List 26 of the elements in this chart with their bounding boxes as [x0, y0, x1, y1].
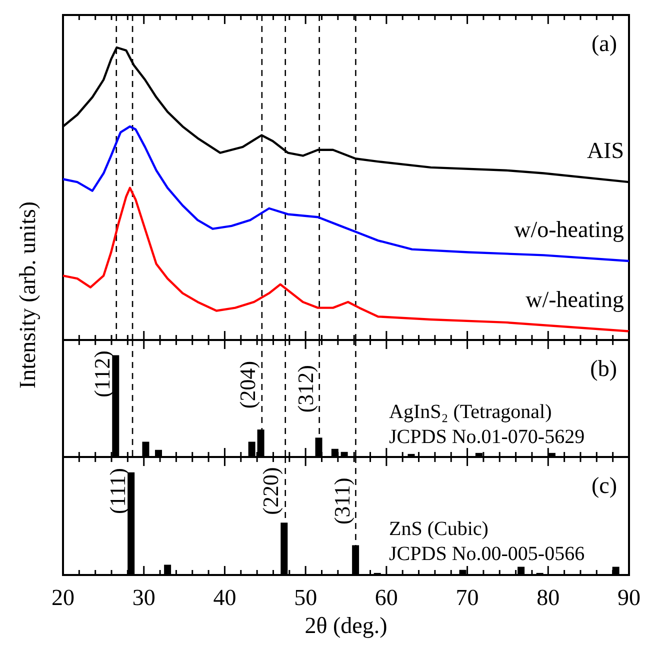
annotation: (204)	[234, 360, 260, 409]
x-tick-label: 90	[618, 585, 640, 610]
series-label: w/-heating	[526, 287, 624, 312]
x-tick-label: 60	[374, 585, 398, 610]
annotation: (220)	[258, 467, 284, 515]
x-tick-label: 70	[456, 585, 479, 610]
x-tick-label: 50	[294, 585, 318, 610]
x-tick-label: 40	[213, 585, 236, 610]
series-label: AIS	[586, 138, 624, 164]
annotation: (312)	[292, 365, 318, 413]
y-axis-title: Intensity (arb. units)	[15, 201, 40, 389]
annotation: (311)	[330, 478, 355, 525]
x-tick-label: 80	[536, 585, 560, 610]
series-label: w/o-heating	[514, 217, 624, 242]
annotation: (112)	[90, 350, 115, 398]
annotation: ZnS (Cubic)	[389, 518, 488, 540]
annotation: AgInS₂ (Tetragonal)	[389, 401, 552, 423]
annotation: (111)	[105, 468, 130, 514]
annotation: (a)	[591, 31, 617, 56]
x-tick-label: 20	[52, 585, 74, 610]
annotation: JCPDS No.01-070-5629	[389, 426, 585, 448]
annotation: (c)	[591, 473, 617, 498]
annotation: (b)	[590, 356, 617, 381]
annotation: JCPDS No.00-005-0566	[389, 543, 585, 565]
x-axis-title: 2θ (deg.)	[304, 613, 388, 638]
x-tick-label: 30	[132, 585, 156, 610]
